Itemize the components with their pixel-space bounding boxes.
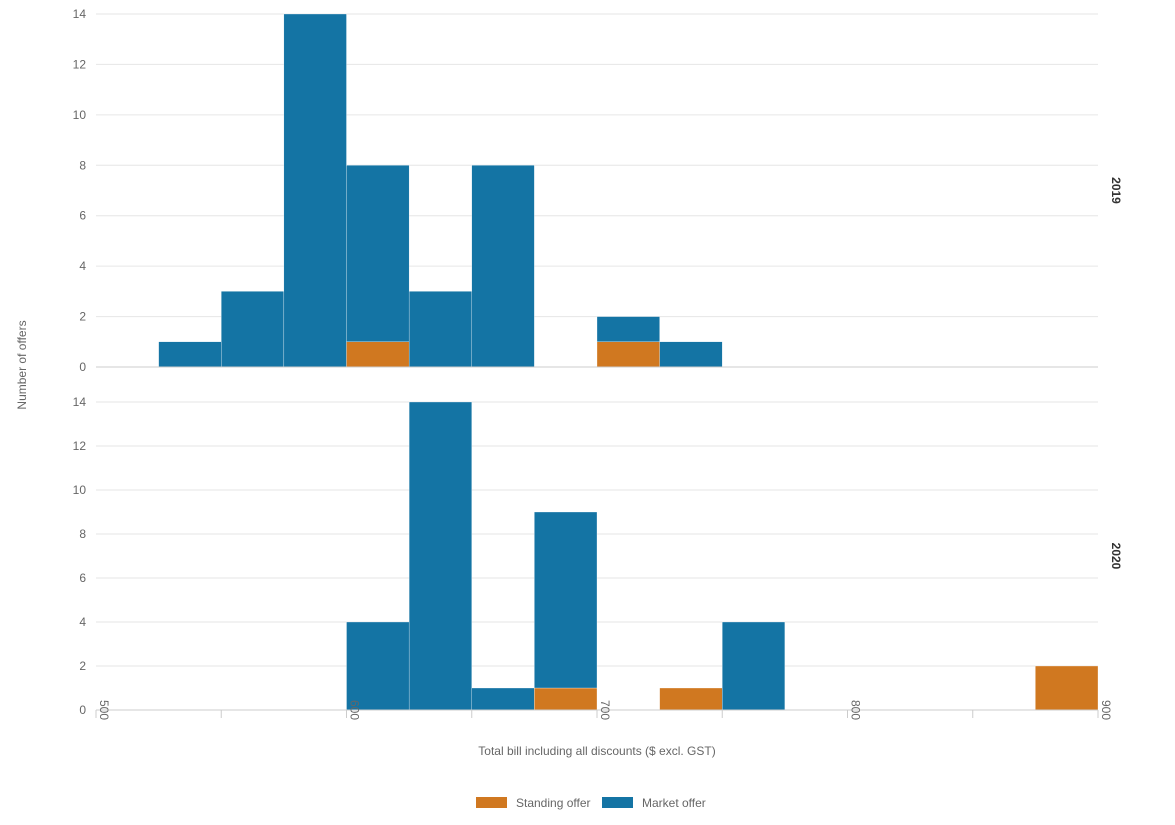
y-tick-label: 14	[73, 395, 87, 409]
x-tick-label: 700	[598, 700, 612, 720]
bar-market-offer	[659, 341, 723, 368]
legend-item[interactable]: Market offer	[602, 796, 706, 810]
y-tick-label: 12	[73, 57, 87, 71]
x-tick-label: 500	[97, 700, 111, 720]
facet-2020: 0 2 4 6 8 10 12 14 2020	[73, 395, 1123, 717]
bar-market-offer	[596, 316, 660, 342]
legend-swatch	[476, 797, 507, 808]
x-axis: 500 600 700 800 900	[95, 700, 1113, 720]
legend: Standing offer Market offer	[476, 796, 706, 810]
bar-market-offer	[534, 511, 598, 689]
y-tick-label: 6	[79, 571, 86, 585]
legend-label: Standing offer	[516, 796, 591, 810]
x-axis-title: Total bill including all discounts ($ ex…	[478, 744, 715, 758]
y-tick-label: 8	[79, 527, 86, 541]
bar-standing-offer	[596, 341, 660, 368]
y-tick-label: 6	[79, 209, 86, 223]
y-axis-title: Number of offers	[15, 320, 29, 409]
y-tick-label: 14	[73, 7, 87, 21]
facet-2019: 0 2 4 6 8 10 12 14 2019	[73, 7, 1123, 374]
bar-market-offer	[283, 13, 347, 368]
legend-item[interactable]: Standing offer	[476, 796, 591, 810]
y-tick-label: 0	[79, 703, 86, 717]
bar-standing-offer	[534, 687, 598, 711]
bar-market-offer	[408, 291, 472, 368]
y-tick-label: 4	[79, 615, 86, 629]
y-tick-label: 0	[79, 360, 86, 374]
legend-swatch	[602, 797, 633, 808]
legend-label: Market offer	[642, 796, 706, 810]
bar-standing-offer	[346, 341, 410, 368]
bar-standing-offer	[659, 687, 723, 711]
bar-market-offer	[408, 401, 472, 711]
x-tick-label: 800	[849, 700, 863, 720]
y-tick-label: 10	[73, 483, 87, 497]
y-tick-label: 12	[73, 439, 87, 453]
bar-market-offer	[471, 165, 535, 368]
facet-label: 2019	[1109, 177, 1123, 204]
facets: 0 2 4 6 8 10 12 14 2019 0 2 4 6 8 10 12 14 2020 500 600 700 8…	[73, 7, 1123, 720]
bar-standing-offer	[1035, 665, 1099, 711]
y-tick-label: 10	[73, 108, 87, 122]
y-tick-label: 2	[79, 310, 86, 324]
bar-market-offer	[158, 341, 222, 368]
y-tick-label: 4	[79, 259, 86, 273]
y-tick-label: 8	[79, 158, 86, 172]
x-tick-label: 900	[1099, 700, 1113, 720]
bar-market-offer	[471, 687, 535, 711]
facet-label: 2020	[1109, 543, 1123, 570]
bar-market-offer	[346, 165, 410, 342]
bar-market-offer	[221, 291, 285, 368]
x-tick-label: 600	[348, 700, 362, 720]
bar-market-offer	[346, 621, 410, 711]
bar-market-offer	[722, 621, 786, 711]
y-tick-label: 2	[79, 659, 86, 673]
